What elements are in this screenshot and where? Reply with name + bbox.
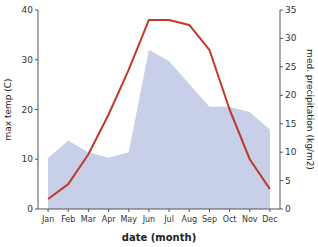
x-tick [249,209,250,212]
x-tick-label: Mar [81,215,97,224]
x-tick-label: Feb [61,215,75,224]
x-tick-label: Jul [163,215,174,224]
x-tick [68,209,69,212]
y-axis-label: max temp (C) [3,78,13,140]
y-tick-label: 40 [22,5,34,15]
y2-tick-label: 25 [285,62,296,72]
y2-tick-label: 15 [285,119,296,129]
x-tick-label: Nov [242,215,258,224]
y2-tick-label: 10 [285,147,297,157]
x-tick [88,209,89,212]
x-tick-label: Apr [102,215,117,224]
x-tick [128,209,129,212]
chart: Jan Feb Mar AprMay Jun Jul Aug Sep Oct Nov Dec 0 10 2… [0,0,318,247]
y-tick-label: 10 [22,154,34,164]
y2-tick [280,66,283,67]
x-tick [48,209,49,212]
y2-axis-line [280,10,281,209]
x-tick-label: Jun [142,215,156,224]
y-tick [35,159,38,160]
plot-area [48,20,270,209]
x-tick-label: Dec [262,215,277,224]
y2-tick [280,95,283,96]
y-tick [35,209,38,210]
x-tick-label: Aug [181,215,197,224]
x-tick [209,209,210,212]
x-tick-label: Sep [202,215,217,224]
temperature-line [48,20,270,199]
y2-tick-label: 5 [285,176,291,186]
y-tick-label: 20 [22,105,34,115]
y-tick-label: 30 [22,55,34,65]
x-tick-label: Oct [223,215,237,224]
y-tick [35,59,38,60]
x-tick-label: May [120,215,137,224]
x-tick-label: Jan [41,215,54,224]
y2-tick [280,10,283,11]
y2-axis-label: med. precipitation (kg/m2) [305,49,315,170]
x-tick [169,209,170,212]
y2-tick-label: 35 [285,5,296,15]
x-tick [148,209,149,212]
y2-tick [280,38,283,39]
x-tick [229,209,230,212]
x-axis-label: date (month) [122,232,196,243]
y2-tick [280,209,283,210]
x-tick [189,209,190,212]
y2-tick [280,123,283,124]
y2-tick [280,152,283,153]
y-tick [35,10,38,11]
x-tick [269,209,270,212]
y-tick-label: 0 [27,204,33,214]
x-tick [108,209,109,212]
x-axis-line [38,209,280,210]
y2-tick-label: 20 [285,90,297,100]
y2-tick-label: 30 [285,33,297,43]
y2-tick [280,180,283,181]
y2-tick-label: 0 [285,204,291,214]
y-tick [35,109,38,110]
